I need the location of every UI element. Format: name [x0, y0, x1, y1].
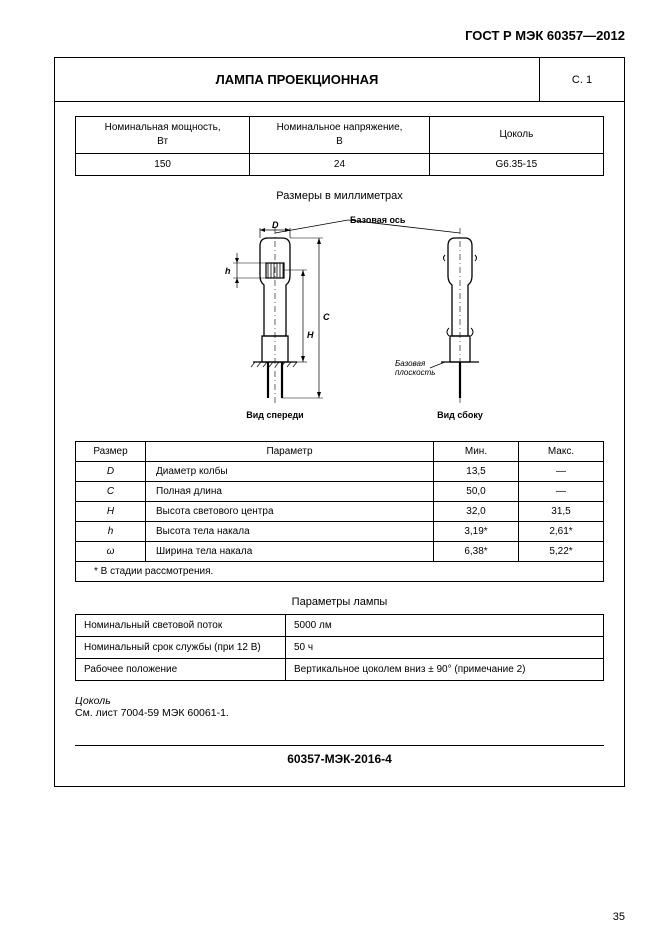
params-table: Номинальный световой поток 5000 лм Номин… — [75, 614, 604, 681]
dimensions-caption: Размеры в миллиметрах — [75, 190, 604, 202]
params-caption: Параметры лампы — [75, 596, 604, 608]
svg-text:H: H — [307, 330, 314, 340]
document-page: ГОСТ Р МЭК 60357—2012 ЛАМПА ПРОЕКЦИОННАЯ… — [0, 0, 661, 935]
front-view-group: D h C — [225, 220, 330, 420]
svg-text:плоскость: плоскость — [395, 368, 435, 377]
rating-table: Номинальная мощность,Вт Номинальное напр… — [75, 116, 604, 176]
page-number: 35 — [613, 911, 625, 923]
table-row: ω Ширина тела накала 6,38* 5,22* — [76, 542, 604, 562]
table-row: C Полная длина 50,0 — — [76, 482, 604, 502]
svg-text:Базовая: Базовая — [395, 359, 426, 368]
side-view-group: Базовая плоскость Вид сбоку — [395, 228, 483, 420]
dim-hdr-param: Параметр — [146, 442, 434, 462]
table-row: H Высота светового центра 32,0 31,5 — [76, 502, 604, 522]
sheet-code: 60357-МЭК-2016-4 — [75, 745, 604, 766]
table-note-row: * В стадии рассмотрения. — [76, 562, 604, 582]
svg-text:h: h — [225, 266, 231, 276]
lamp-diagram: Базовая ось — [75, 208, 604, 433]
main-frame: ЛАМПА ПРОЕКЦИОННАЯ С. 1 Номинальная мощн… — [54, 57, 625, 787]
svg-text:Вид спереди: Вид спереди — [246, 410, 303, 420]
table-row: Рабочее положение Вертикальное цоколем в… — [76, 659, 604, 681]
rating-hdr-power: Номинальная мощность,Вт — [76, 117, 250, 154]
dimensions-table: Размер Параметр Мин. Макс. D Диаметр кол… — [75, 441, 604, 582]
rating-cap: G6.35-15 — [429, 154, 603, 176]
doc-id: ГОСТ Р МЭК 60357—2012 — [54, 28, 625, 43]
rating-voltage: 24 — [250, 154, 430, 176]
svg-text:Вид сбоку: Вид сбоку — [437, 410, 483, 420]
rating-hdr-voltage: Номинальное напряжение,В — [250, 117, 430, 154]
rating-power: 150 — [76, 154, 250, 176]
svg-text:C: C — [323, 312, 330, 322]
rating-hdr-cap: Цоколь — [429, 117, 603, 154]
page-ref: С. 1 — [539, 58, 624, 102]
page-title: ЛАМПА ПРОЕКЦИОННАЯ — [55, 58, 539, 102]
cap-text: См. лист 7004-59 МЭК 60061-1. — [75, 707, 229, 719]
dim-hdr-max: Макс. — [519, 442, 604, 462]
table-row: D Диаметр колбы 13,5 — — [76, 462, 604, 482]
cap-heading: Цоколь — [75, 695, 111, 707]
table-row: h Высота тела накала 3,19* 2,61* — [76, 522, 604, 542]
svg-text:D: D — [272, 220, 279, 230]
table-row: Номинальный срок службы (при 12 В) 50 ч — [76, 637, 604, 659]
dim-hdr-sym: Размер — [76, 442, 146, 462]
cap-section: Цоколь См. лист 7004-59 МЭК 60061-1. — [75, 695, 604, 719]
table-row: Номинальный световой поток 5000 лм — [76, 615, 604, 637]
dim-hdr-min: Мин. — [434, 442, 519, 462]
